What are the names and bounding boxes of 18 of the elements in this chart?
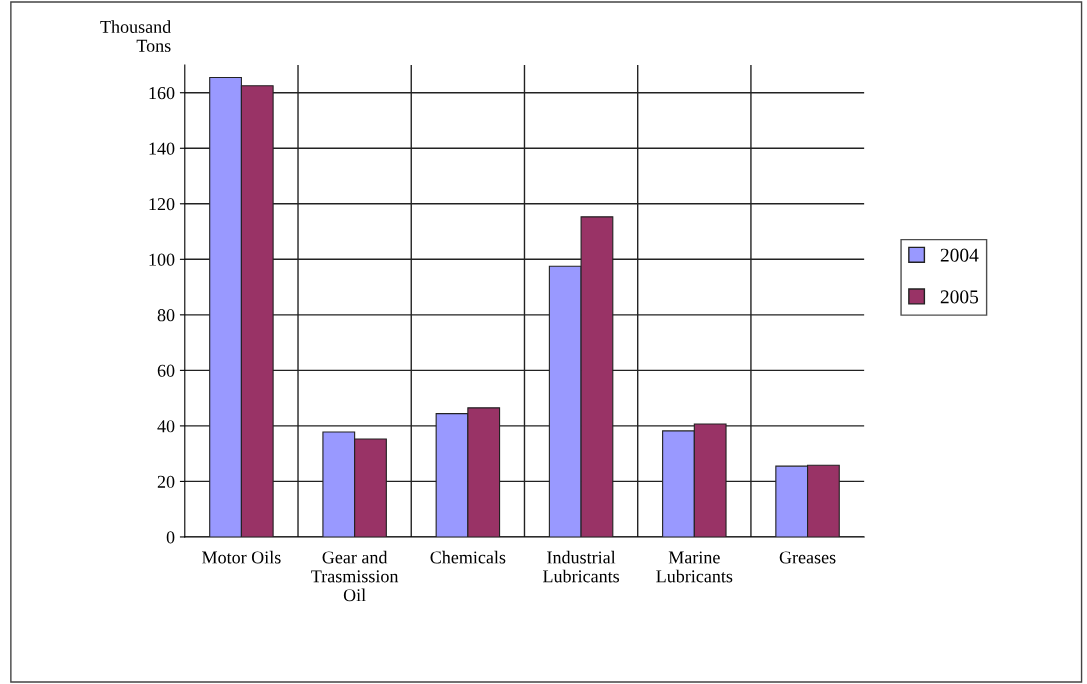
y-tick-label: 60	[157, 364, 175, 377]
y-axis-title: Thousand Tons	[100, 20, 171, 52]
x-tick-label: Greases	[779, 551, 836, 564]
x-tick-label: Motor Oils	[202, 550, 281, 564]
y-tick-label: 20	[157, 475, 175, 488]
x-tick-label: Industrial Lubricants	[543, 550, 620, 583]
x-tick-label: Gear and Trasmission Oil	[311, 550, 399, 602]
y-tick-label: 160	[149, 87, 175, 100]
legend-label: 2004	[940, 248, 979, 262]
y-tick-label: 40	[157, 420, 175, 433]
legend-label: 2005	[940, 290, 979, 304]
x-tick-label: Chemicals	[430, 550, 506, 564]
y-tick-label: 100	[149, 253, 175, 266]
x-tick-label: Marine Lubricants	[656, 551, 733, 583]
y-tick-label: 140	[149, 142, 175, 155]
y-tick-label: 0	[166, 531, 175, 544]
y-tick-label: 120	[149, 198, 175, 211]
y-tick-label: 80	[157, 309, 175, 322]
